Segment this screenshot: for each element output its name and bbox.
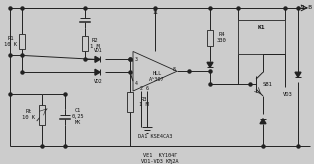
Polygon shape — [295, 72, 301, 77]
Text: 6: 6 — [146, 86, 149, 91]
Text: R4
330: R4 330 — [217, 32, 227, 43]
Text: VD2: VD2 — [94, 79, 102, 84]
Text: Rt
10 K: Rt 10 K — [23, 109, 35, 120]
Text: R2
1 M: R2 1 M — [90, 38, 100, 49]
Text: VD3: VD3 — [283, 92, 293, 97]
Text: R1
10 K: R1 10 K — [4, 36, 18, 47]
Text: 2: 2 — [139, 86, 143, 91]
Text: K1: K1 — [257, 25, 265, 30]
Polygon shape — [133, 51, 177, 91]
Text: 8: 8 — [173, 67, 176, 72]
Bar — [19, 34, 25, 50]
Text: C1
0,25
MK: C1 0,25 MK — [72, 108, 84, 125]
Text: +9 B: +9 B — [297, 5, 312, 10]
Bar — [238, 20, 285, 54]
Text: HLL
A^307: HLL A^307 — [149, 71, 165, 82]
Bar — [127, 92, 133, 112]
Polygon shape — [95, 56, 100, 62]
Text: 4: 4 — [135, 81, 138, 86]
Bar — [82, 36, 88, 51]
Text: VD1: VD1 — [94, 48, 102, 53]
Bar — [39, 105, 45, 125]
Text: 11: 11 — [152, 10, 158, 15]
Text: SB1: SB1 — [263, 82, 273, 87]
Text: 3: 3 — [135, 57, 138, 62]
Polygon shape — [207, 62, 213, 67]
Text: VD1-VD3 KЂ2A: VD1-VD3 KЂ2A — [141, 159, 179, 164]
Text: R3
1 M: R3 1 M — [139, 96, 149, 107]
Text: VE1  KY104Г: VE1 KY104Г — [143, 153, 177, 158]
Polygon shape — [95, 69, 100, 75]
Text: DA1 KSE4CA3: DA1 KSE4CA3 — [138, 134, 172, 139]
Polygon shape — [260, 119, 266, 124]
Bar — [207, 30, 213, 46]
